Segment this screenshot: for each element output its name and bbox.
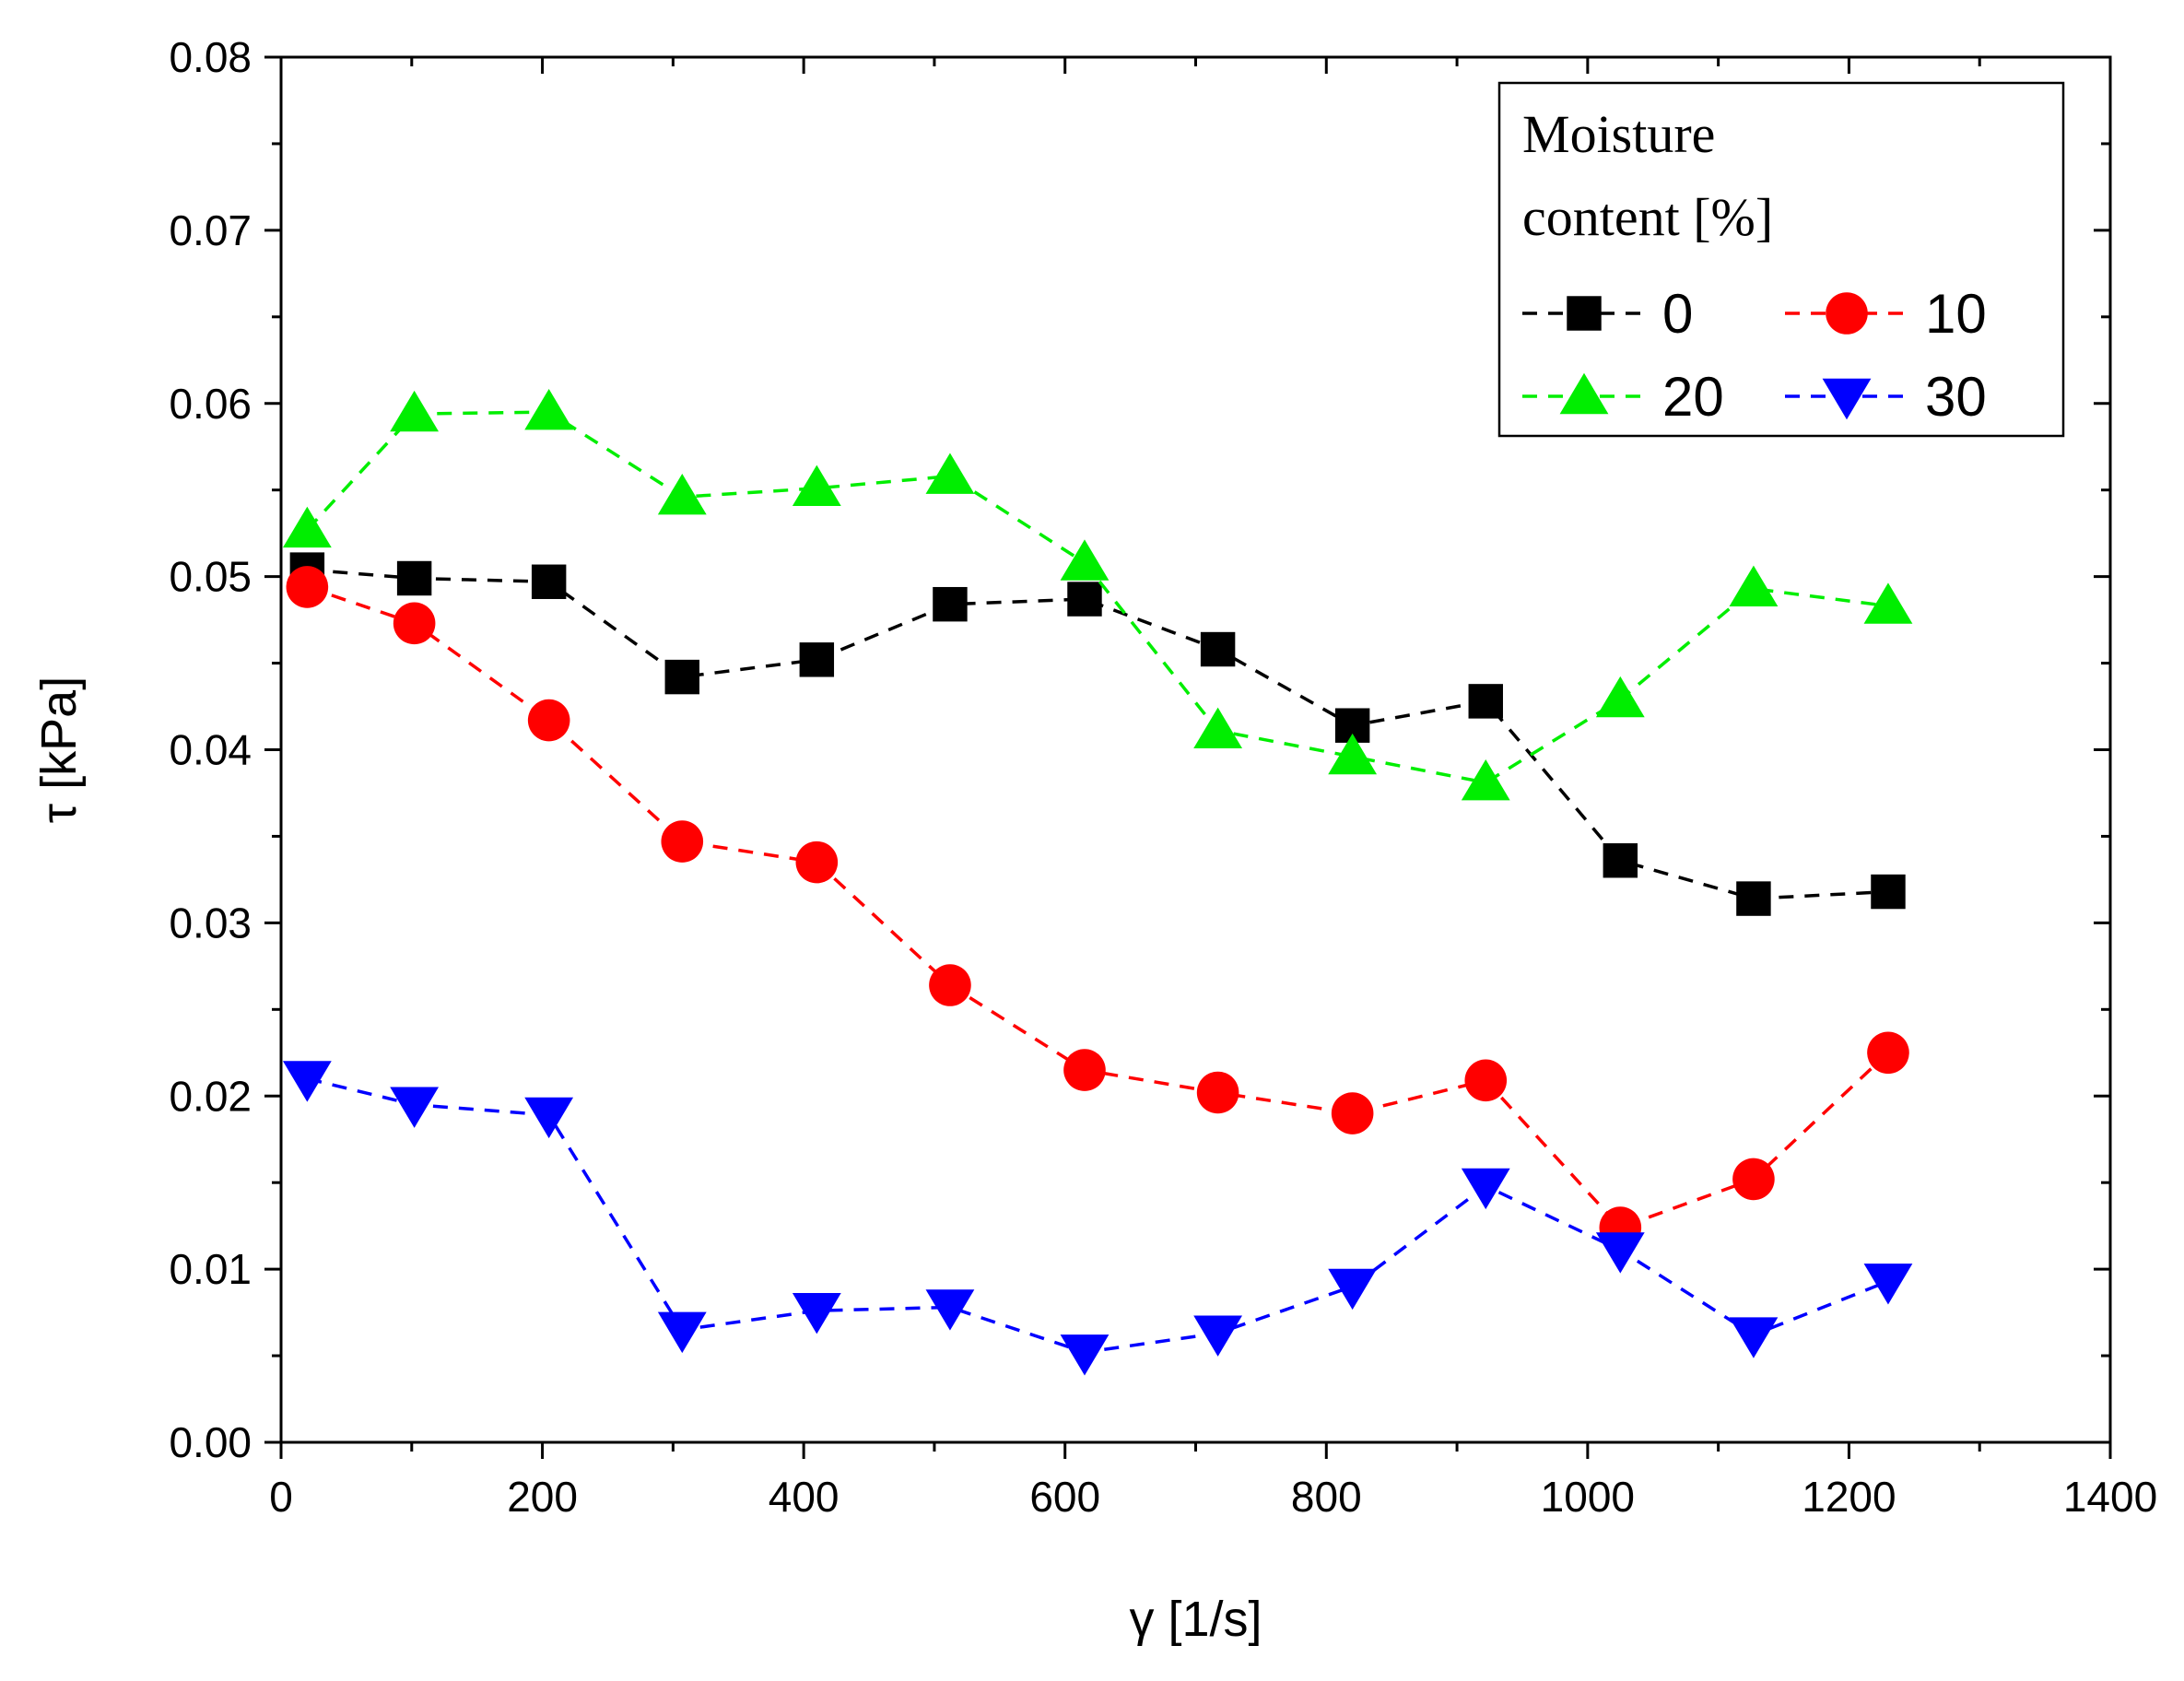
data-point-0	[1871, 874, 1906, 910]
data-point-30	[1193, 1315, 1243, 1357]
x-tick-label: 400	[769, 1473, 840, 1521]
y-tick-label: 0.06	[169, 380, 252, 428]
x-tick-label: 0	[269, 1473, 293, 1521]
data-point-10	[661, 820, 704, 863]
data-point-0	[1603, 843, 1638, 878]
series-layer	[282, 388, 1913, 1376]
legend-entry-0: 0	[1522, 283, 1693, 345]
data-point-20	[1328, 733, 1378, 775]
data-point-20	[390, 390, 440, 432]
data-point-20	[1193, 707, 1243, 749]
series-10	[286, 566, 1909, 1249]
legend-entry-10: 10	[1785, 283, 1987, 345]
data-point-0	[799, 642, 835, 677]
legend: Moisture content [%] 0 10 20 30	[1497, 81, 2065, 438]
legend-marker-0	[1567, 296, 1602, 331]
y-tick-label: 0.03	[169, 899, 252, 946]
x-tick-label: 800	[1291, 1473, 1362, 1521]
data-point-30	[1328, 1268, 1378, 1311]
data-point-30	[282, 1061, 332, 1102]
data-point-20	[792, 464, 841, 507]
data-point-20	[1863, 582, 1913, 624]
data-point-30	[792, 1293, 841, 1334]
series-20	[282, 388, 1913, 801]
x-axis-title: γ [1/s]	[1129, 1592, 1262, 1647]
data-point-30	[390, 1087, 440, 1128]
data-point-30	[925, 1289, 975, 1331]
data-point-0	[396, 560, 432, 596]
data-point-10	[1732, 1158, 1775, 1201]
x-tick-label: 200	[507, 1473, 578, 1521]
data-point-20	[1729, 565, 1779, 606]
data-point-30	[1729, 1317, 1779, 1358]
data-point-20	[925, 453, 975, 494]
y-tick-label: 0.05	[169, 553, 252, 601]
legend-entry-20: 20	[1522, 366, 1724, 428]
legend-label-20: 20	[1662, 366, 1724, 428]
axes-layer: 0 200 400 600 800 1000 1200 14000.000.010.020.0…	[31, 33, 2157, 1647]
data-point-30	[1060, 1334, 1110, 1376]
legend-title-line2: content [%]	[1522, 187, 1773, 247]
data-point-30	[1863, 1264, 1913, 1305]
data-point-10	[1331, 1092, 1374, 1134]
data-point-30	[1595, 1232, 1645, 1274]
data-point-10	[1063, 1049, 1106, 1091]
series-0	[289, 552, 1906, 916]
data-point-10	[929, 964, 971, 1006]
data-point-20	[1461, 758, 1510, 801]
data-point-20	[282, 506, 332, 548]
y-axis-title: τ [kPa]	[31, 676, 87, 823]
x-tick-label: 1000	[1541, 1473, 1635, 1521]
x-tick-label: 1200	[1802, 1473, 1896, 1521]
legend-entry-30: 30	[1785, 366, 1987, 428]
legend-title-line1: Moisture	[1522, 104, 1715, 164]
series-line-10	[306, 585, 1890, 1230]
legend-marker-30	[1822, 378, 1872, 420]
data-point-30	[657, 1311, 707, 1354]
data-point-0	[531, 564, 567, 599]
data-point-0	[1736, 881, 1771, 916]
data-point-20	[657, 474, 707, 515]
data-point-20	[1595, 676, 1645, 718]
data-point-30	[1461, 1168, 1510, 1210]
data-point-10	[1464, 1059, 1508, 1102]
x-tick-label: 1400	[2063, 1473, 2157, 1521]
data-point-10	[795, 840, 839, 884]
data-point-20	[1060, 539, 1110, 581]
data-point-0	[933, 586, 968, 622]
data-point-0	[1200, 631, 1236, 667]
legend-label-30: 30	[1925, 366, 1987, 428]
series-30	[282, 1061, 1913, 1376]
x-tick-label: 600	[1029, 1473, 1100, 1521]
data-point-20	[524, 388, 574, 430]
data-point-0	[664, 659, 700, 695]
legend-marker-10	[1826, 292, 1868, 335]
data-point-0	[1468, 684, 1503, 719]
data-point-10	[1867, 1031, 1909, 1075]
y-tick-label: 0.01	[169, 1245, 252, 1293]
data-point-10	[286, 566, 329, 608]
y-tick-label: 0.00	[169, 1418, 252, 1466]
y-tick-label: 0.08	[169, 33, 252, 81]
data-point-10	[393, 602, 436, 645]
y-tick-label: 0.04	[169, 726, 252, 774]
legend-marker-20	[1559, 372, 1609, 415]
data-point-0	[1067, 582, 1102, 617]
y-tick-label: 0.02	[169, 1072, 252, 1120]
legend-label-10: 10	[1925, 283, 1987, 345]
legend-label-0: 0	[1662, 283, 1693, 345]
data-point-10	[527, 699, 570, 742]
data-point-30	[524, 1097, 574, 1139]
data-point-10	[1196, 1071, 1239, 1114]
y-tick-label: 0.07	[169, 206, 252, 254]
legend-box	[1497, 81, 2065, 438]
